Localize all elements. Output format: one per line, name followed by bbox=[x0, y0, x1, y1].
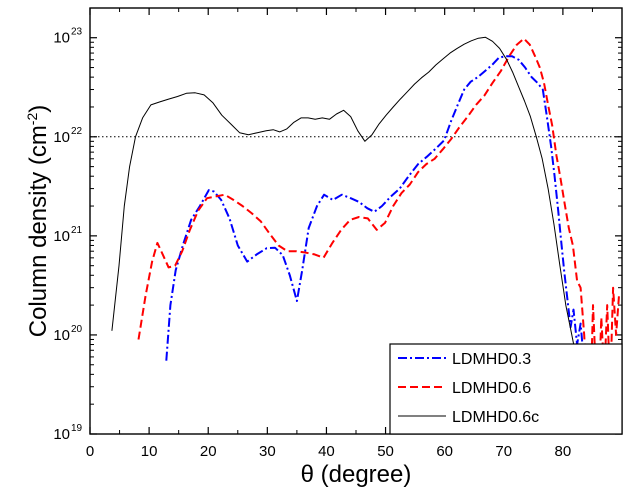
x-tick-label: 50 bbox=[377, 443, 394, 460]
legend-label: LDMHD0.3 bbox=[452, 351, 531, 368]
y-axis-title-close: ) bbox=[25, 105, 52, 113]
x-axis-title: θ (degree) bbox=[301, 461, 412, 488]
y-tick-label: 10 bbox=[53, 228, 70, 245]
y-tick-label: 10 bbox=[53, 426, 70, 443]
x-tick-label: 40 bbox=[318, 443, 335, 460]
x-tick-label: 60 bbox=[436, 443, 453, 460]
y-tick-label: 10 bbox=[53, 129, 70, 146]
y-tick-label: 10 bbox=[53, 327, 70, 344]
legend: LDMHD0.3 LDMHD0.6 LDMHD0.6c bbox=[390, 344, 622, 434]
y-axis-title-main: Column density (cm bbox=[25, 125, 52, 337]
y-tick-exponent: 19 bbox=[71, 423, 83, 434]
y-tick-exponent: 22 bbox=[71, 126, 83, 137]
x-tick-label: 20 bbox=[200, 443, 217, 460]
y-tick-exponent: 23 bbox=[71, 27, 83, 38]
y-tick-exponent: 20 bbox=[71, 324, 83, 335]
y-axis-title: Column density (cm-2) bbox=[24, 105, 52, 338]
x-tick-label: 30 bbox=[259, 443, 276, 460]
x-tick-label: 80 bbox=[555, 443, 572, 460]
y-tick-label: 10 bbox=[53, 30, 70, 47]
legend-label: LDMHD0.6c bbox=[452, 409, 539, 426]
x-tick-label: 10 bbox=[141, 443, 158, 460]
y-axis-title-exponent: -2 bbox=[24, 113, 40, 126]
legend-label: LDMHD0.6 bbox=[452, 380, 531, 397]
x-tick-label: 70 bbox=[495, 443, 512, 460]
y-tick-exponent: 21 bbox=[71, 225, 83, 236]
x-tick-label: 0 bbox=[86, 443, 94, 460]
